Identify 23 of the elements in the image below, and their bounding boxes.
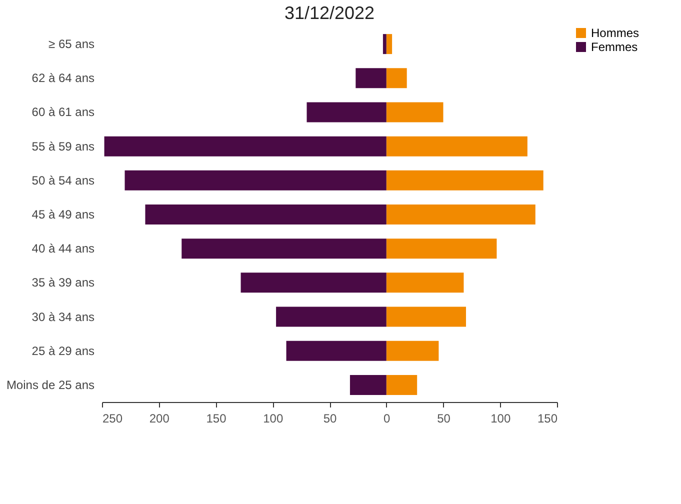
- x-tick-label: 50: [323, 412, 337, 426]
- x-tick-label: 150: [537, 412, 558, 426]
- y-tick-label: 40 à 44 ans: [32, 242, 94, 256]
- y-tick-label: 30 à 34 ans: [32, 310, 94, 324]
- x-tick-label: 150: [206, 412, 227, 426]
- y-tick-label: 50 à 54 ans: [32, 173, 94, 188]
- y-tick-label: 60 à 61 ans: [32, 105, 94, 120]
- y-tick-label: Moins de 25 ans: [6, 378, 94, 392]
- legend-label: Femmes: [591, 40, 638, 54]
- y-tick-label: 55 à 59 ans: [32, 139, 94, 154]
- legend-label: Hommes: [591, 26, 640, 40]
- y-tick-label: 35 à 39 ans: [32, 276, 94, 290]
- y-tick-label: 62 à 64 ans: [32, 71, 94, 86]
- x-tick-label: 100: [263, 412, 284, 426]
- y-tick-label: 45 à 49 ans: [32, 208, 94, 222]
- y-tick-label: 25 à 29 ans: [32, 344, 94, 358]
- x-tick-label: 0: [384, 412, 391, 426]
- x-tick-label: 50: [437, 412, 451, 426]
- y-tick-label: ≥ 65 ans: [48, 37, 94, 52]
- x-tick-label: 100: [490, 412, 511, 426]
- x-tick-label: 200: [149, 412, 170, 426]
- x-tick-label: 250: [102, 412, 123, 426]
- chart-title: 31/12/2022: [284, 3, 375, 23]
